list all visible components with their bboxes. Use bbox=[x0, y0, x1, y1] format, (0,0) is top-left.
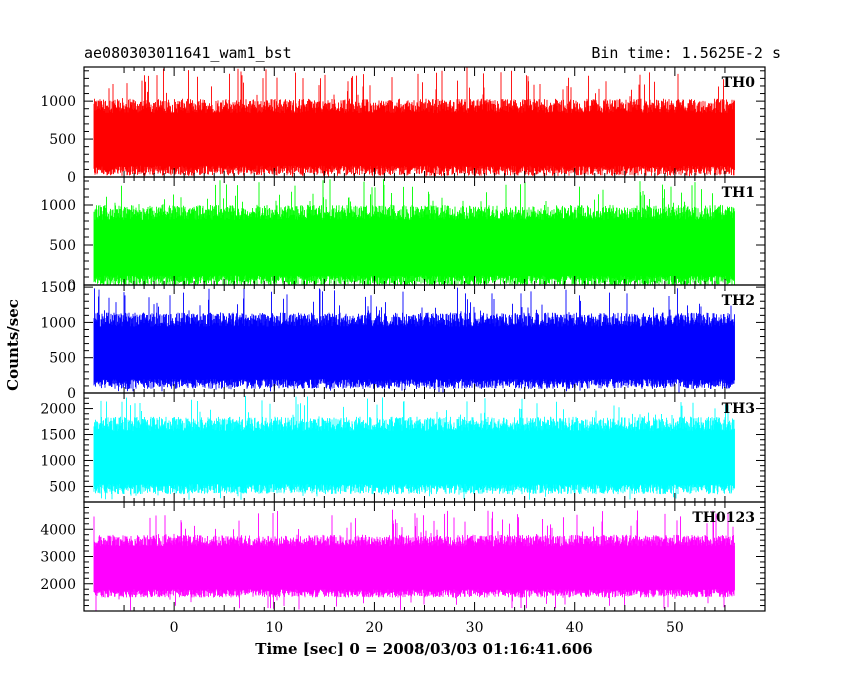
panel-th2: 0 500 1000 1500 TH2 bbox=[40, 280, 766, 402]
y-tick-label: 1500 bbox=[40, 280, 76, 296]
y-tick-label: 500 bbox=[49, 132, 76, 148]
y-axis-label: Counts/sec bbox=[4, 299, 22, 391]
series-th2 bbox=[93, 287, 735, 393]
series-th0 bbox=[93, 67, 735, 177]
y-tick-label: 0 bbox=[67, 170, 76, 186]
y-tick-label: 2000 bbox=[40, 577, 76, 593]
y-tick-label: 1000 bbox=[40, 453, 76, 469]
chart-title-right: Bin time: 1.5625E-2 s bbox=[591, 44, 781, 62]
y-tick-label: 500 bbox=[49, 479, 76, 495]
panel-label: TH0123 bbox=[692, 510, 755, 526]
panel-label: TH2 bbox=[722, 293, 755, 309]
x-tick-label: 30 bbox=[466, 620, 484, 636]
y-tick-label: 1000 bbox=[40, 315, 76, 331]
y-tick-label: 0 bbox=[67, 386, 76, 402]
x-axis: 0 10 20 30 40 50 bbox=[170, 620, 684, 636]
x-axis-label: Time [sec] 0 = 2008/03/03 01:16:41.606 bbox=[255, 640, 592, 658]
panels: 0 500 1000 TH0 0 500 1000 TH1 0 500 1000 1500 TH2 500… bbox=[40, 66, 766, 612]
y-tick-label: 0 bbox=[67, 278, 76, 294]
panel-th0: 0 500 1000 TH0 bbox=[40, 66, 766, 186]
x-tick-label: 50 bbox=[666, 620, 684, 636]
panel-th3: 500 1000 1500 2000 TH3 bbox=[40, 392, 766, 503]
panel-label: TH3 bbox=[722, 401, 755, 417]
y-tick-label: 1500 bbox=[40, 428, 76, 444]
panel-label: TH1 bbox=[722, 185, 755, 201]
x-tick-label: 0 bbox=[170, 620, 179, 636]
x-tick-label: 20 bbox=[366, 620, 384, 636]
y-tick-label: 500 bbox=[49, 351, 76, 367]
chart-title-left: ae080303011641_wam1_bst bbox=[84, 44, 292, 62]
panel-th1: 0 500 1000 TH1 bbox=[40, 176, 766, 294]
x-tick-label: 10 bbox=[265, 620, 283, 636]
panel-th0123: 2000 3000 4000 TH0123 bbox=[40, 501, 766, 612]
y-tick-label: 4000 bbox=[40, 522, 76, 538]
panel-label: TH0 bbox=[722, 75, 756, 91]
series-th0123 bbox=[93, 509, 735, 611]
series-th3 bbox=[93, 395, 735, 500]
y-tick-label: 1000 bbox=[40, 94, 76, 110]
y-tick-label: 3000 bbox=[40, 550, 76, 566]
series-th1 bbox=[93, 179, 735, 285]
y-tick-label: 2000 bbox=[40, 402, 76, 418]
y-tick-label: 500 bbox=[49, 238, 76, 254]
y-tick-label: 1000 bbox=[40, 198, 76, 214]
x-tick-label: 40 bbox=[566, 620, 584, 636]
